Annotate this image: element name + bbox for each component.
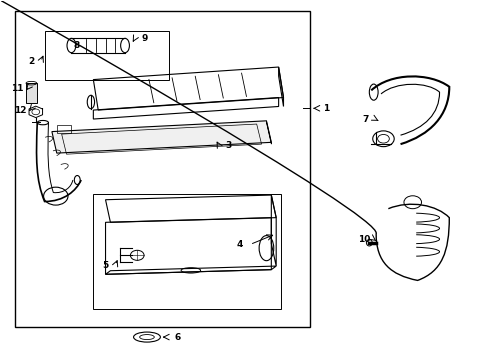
Text: 2: 2 [28, 57, 34, 66]
Text: 8: 8 [73, 41, 79, 50]
Text: 1: 1 [323, 104, 329, 113]
Bar [15, 12, 310, 327]
Bar [57, 126, 71, 133]
Text: 12: 12 [14, 105, 26, 114]
Text: 3: 3 [225, 141, 231, 150]
Text: 5: 5 [102, 261, 108, 270]
Bar [26, 83, 37, 103]
Text: 10: 10 [357, 235, 369, 244]
Text: 9: 9 [141, 34, 147, 43]
Text: 4: 4 [237, 240, 243, 249]
Bar [44, 31, 168, 80]
Bar [93, 194, 281, 309]
Text: 7: 7 [362, 114, 368, 123]
Text: 11: 11 [12, 84, 24, 93]
Polygon shape [52, 121, 271, 153]
Text: 6: 6 [174, 333, 180, 342]
